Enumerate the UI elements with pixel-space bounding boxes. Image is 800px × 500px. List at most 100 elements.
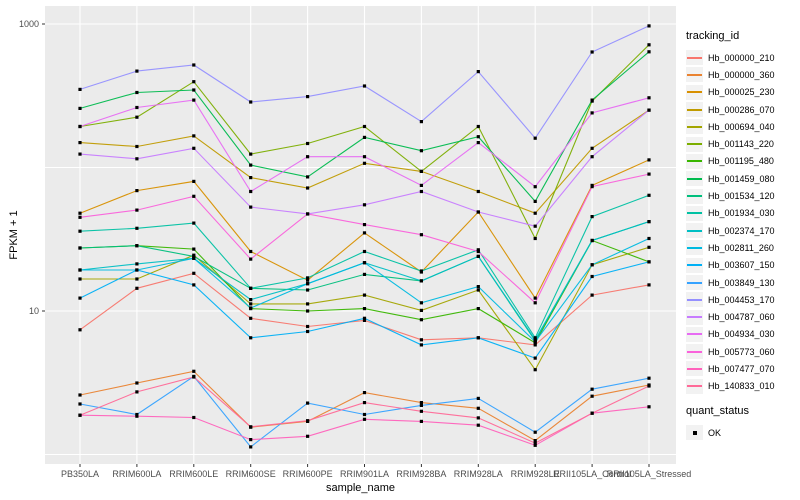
- data-point: [306, 288, 310, 292]
- data-point: [362, 231, 367, 235]
- data-point: [419, 401, 423, 405]
- x-tick-label: RRII105LA_Stressed: [607, 469, 692, 479]
- data-point: [135, 412, 139, 417]
- data-point: [78, 106, 82, 110]
- data-point: [590, 293, 594, 297]
- data-point: [533, 430, 537, 434]
- data-point: [135, 189, 139, 193]
- data-point: [476, 210, 480, 214]
- data-point: [647, 405, 651, 409]
- legend-entry: Hb_007477_070: [686, 360, 798, 377]
- legend-key-swatch: [686, 361, 703, 377]
- legend-entry-label: Hb_004787_060: [708, 312, 775, 323]
- legend-entry-label: Hb_000025_230: [708, 87, 775, 98]
- data-point: [249, 100, 253, 104]
- data-point: [78, 229, 82, 233]
- data-point: [419, 149, 423, 153]
- data-point: [78, 413, 82, 417]
- data-point: [590, 98, 594, 102]
- data-point: [647, 245, 651, 249]
- legend-key-swatch: [686, 309, 703, 325]
- data-point: [476, 248, 480, 252]
- data-point: [533, 185, 537, 189]
- data-point: [135, 208, 139, 212]
- data-point: [306, 401, 310, 405]
- data-point: [533, 439, 537, 443]
- data-point: [192, 254, 196, 258]
- data-point: [647, 108, 651, 112]
- data-point: [362, 293, 367, 297]
- legend-key-line: [687, 91, 702, 94]
- data-point: [135, 381, 139, 385]
- data-point: [192, 134, 196, 138]
- data-point: [135, 157, 139, 161]
- data-point: [306, 434, 310, 438]
- data-point: [476, 406, 480, 410]
- data-point: [306, 282, 310, 286]
- legend-entry: Hb_001143_220: [686, 135, 798, 152]
- data-point: [533, 368, 537, 372]
- legend-key-line: [687, 212, 702, 215]
- legend-entry-label: Hb_000694_040: [708, 121, 775, 132]
- legend-key-swatch: [686, 344, 703, 360]
- data-point: [647, 158, 651, 162]
- data-point: [192, 98, 196, 102]
- plot-panel: [45, 6, 676, 464]
- legend-entry: Hb_001534_120: [686, 187, 798, 204]
- data-point: [306, 186, 310, 190]
- legend-entry-label: Hb_004934_030: [708, 329, 775, 340]
- data-point: [533, 199, 537, 203]
- x-tick-label: RRIM600LA: [112, 469, 161, 479]
- data-point: [78, 211, 82, 215]
- data-point: [533, 211, 537, 215]
- legend-key-line: [687, 298, 702, 301]
- legend-key-line: [687, 264, 702, 267]
- legend-key-swatch: [686, 292, 703, 308]
- legend-key-line: [687, 246, 702, 249]
- legend-entries: Hb_000000_210 Hb_000000_360 Hb_000025_230 H…: [686, 49, 798, 395]
- data-point: [78, 393, 82, 397]
- x-tick-label: RRIM600LE: [169, 469, 218, 479]
- data-point: [78, 277, 82, 281]
- data-point: [249, 306, 253, 310]
- legend-key-line: [687, 125, 702, 128]
- data-point: [362, 417, 367, 421]
- data-point: [647, 376, 651, 380]
- data-point: [249, 302, 253, 306]
- legend-key-swatch: [686, 425, 703, 441]
- data-point: [306, 324, 310, 329]
- data-point: [476, 249, 480, 254]
- legend-key-swatch: [686, 50, 703, 66]
- data-point: [533, 356, 537, 360]
- legend-quant-status: quant_status OK: [686, 405, 798, 441]
- legend-entry-label: Hb_001143_220: [708, 139, 774, 150]
- legend-entry-label: Hb_001459_080: [708, 173, 775, 184]
- data-point: [306, 141, 310, 146]
- legend-key-swatch: [686, 171, 703, 187]
- x-tick-label: RRIM600SE: [226, 469, 276, 479]
- data-point: [249, 163, 253, 167]
- x-tick-label: RRIM928LE: [511, 469, 560, 479]
- legend-entry-label: Hb_003607_150: [708, 260, 775, 271]
- data-point: [362, 318, 367, 322]
- data-point: [419, 403, 423, 407]
- data-point: [419, 409, 423, 413]
- data-point: [135, 268, 139, 272]
- legend-entry-label: Hb_000000_210: [708, 52, 775, 63]
- data-point: [249, 286, 253, 290]
- data-point: [419, 338, 423, 342]
- legend-entry-label: Hb_004453_170: [708, 294, 775, 305]
- legend-entry: Hb_000286_070: [686, 101, 798, 118]
- data-point: [78, 268, 82, 272]
- legend-key-line: [687, 56, 702, 59]
- data-point: [590, 263, 594, 267]
- legend-entry-label: Hb_002374_170: [708, 225, 775, 236]
- data-point: [476, 124, 480, 129]
- data-point: [192, 375, 196, 379]
- legend-entry-label: Hb_007477_070: [708, 363, 775, 374]
- data-point: [476, 189, 480, 194]
- legend-entry: Hb_003607_150: [686, 257, 798, 274]
- data-point: [135, 286, 139, 290]
- data-point: [590, 411, 594, 415]
- data-point: [419, 233, 423, 237]
